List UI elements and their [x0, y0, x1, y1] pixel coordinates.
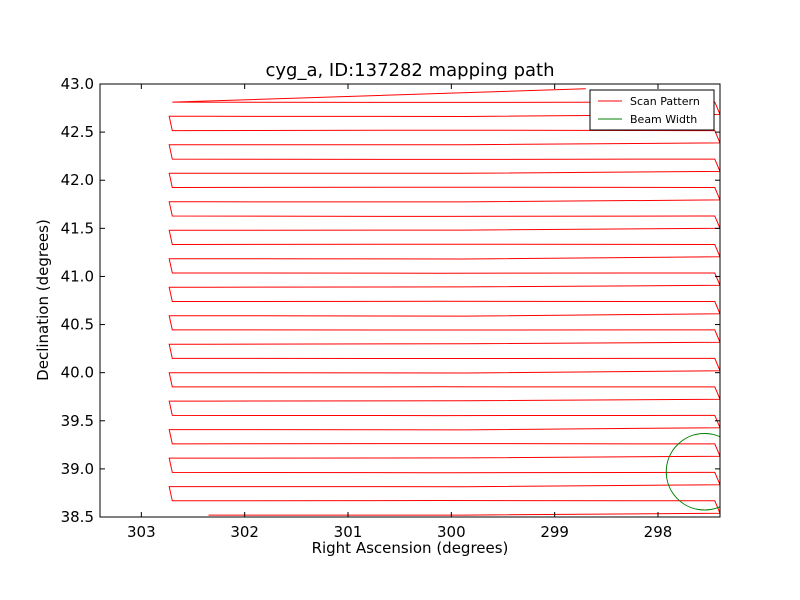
- x-tick-label: 303: [127, 523, 156, 541]
- x-tick-label: 301: [334, 523, 363, 541]
- legend-box: [589, 89, 715, 131]
- y-tick-label: 38.5: [61, 508, 94, 526]
- x-tick-label: 299: [540, 523, 569, 541]
- x-tick-label: 302: [230, 523, 259, 541]
- y-tick-label: 43.0: [61, 75, 94, 93]
- chart-title: cyg_a, ID:137282 mapping path: [265, 60, 554, 81]
- beam-width-ring: [665, 433, 720, 511]
- x-axis-ticks: 303 302 301 300 299 298: [127, 84, 672, 541]
- y-tick-label: 41.0: [61, 267, 94, 285]
- y-axis-ticks: 38.5 39.0 39.5 40.0 40.5 41.0 41.5 42.0 42.5 43.0: [61, 75, 720, 526]
- legend-scan-label: Scan Pattern: [630, 95, 700, 108]
- x-axis-label: Right Ascension (degrees): [312, 539, 509, 557]
- beam-width-circle: [665, 433, 720, 511]
- y-tick-label: 40.5: [61, 316, 94, 334]
- y-tick-label: 42.0: [61, 171, 94, 189]
- y-tick-label: 42.5: [61, 123, 94, 141]
- legend: Scan Pattern Beam Width: [589, 89, 715, 131]
- y-tick-label: 41.5: [61, 219, 94, 237]
- y-tick-label: 39.5: [61, 412, 94, 430]
- plot-frame: [99, 83, 721, 518]
- scan-pattern-line: [168, 88, 720, 516]
- y-tick-label: 40.0: [61, 364, 94, 382]
- x-tick-label: 300: [437, 523, 466, 541]
- legend-beam-label: Beam Width: [630, 113, 697, 126]
- scan-pattern-path: [168, 88, 720, 516]
- x-tick-label: 298: [644, 523, 673, 541]
- y-tick-label: 39.0: [61, 460, 94, 478]
- y-axis-label: Declination (degrees): [34, 219, 52, 381]
